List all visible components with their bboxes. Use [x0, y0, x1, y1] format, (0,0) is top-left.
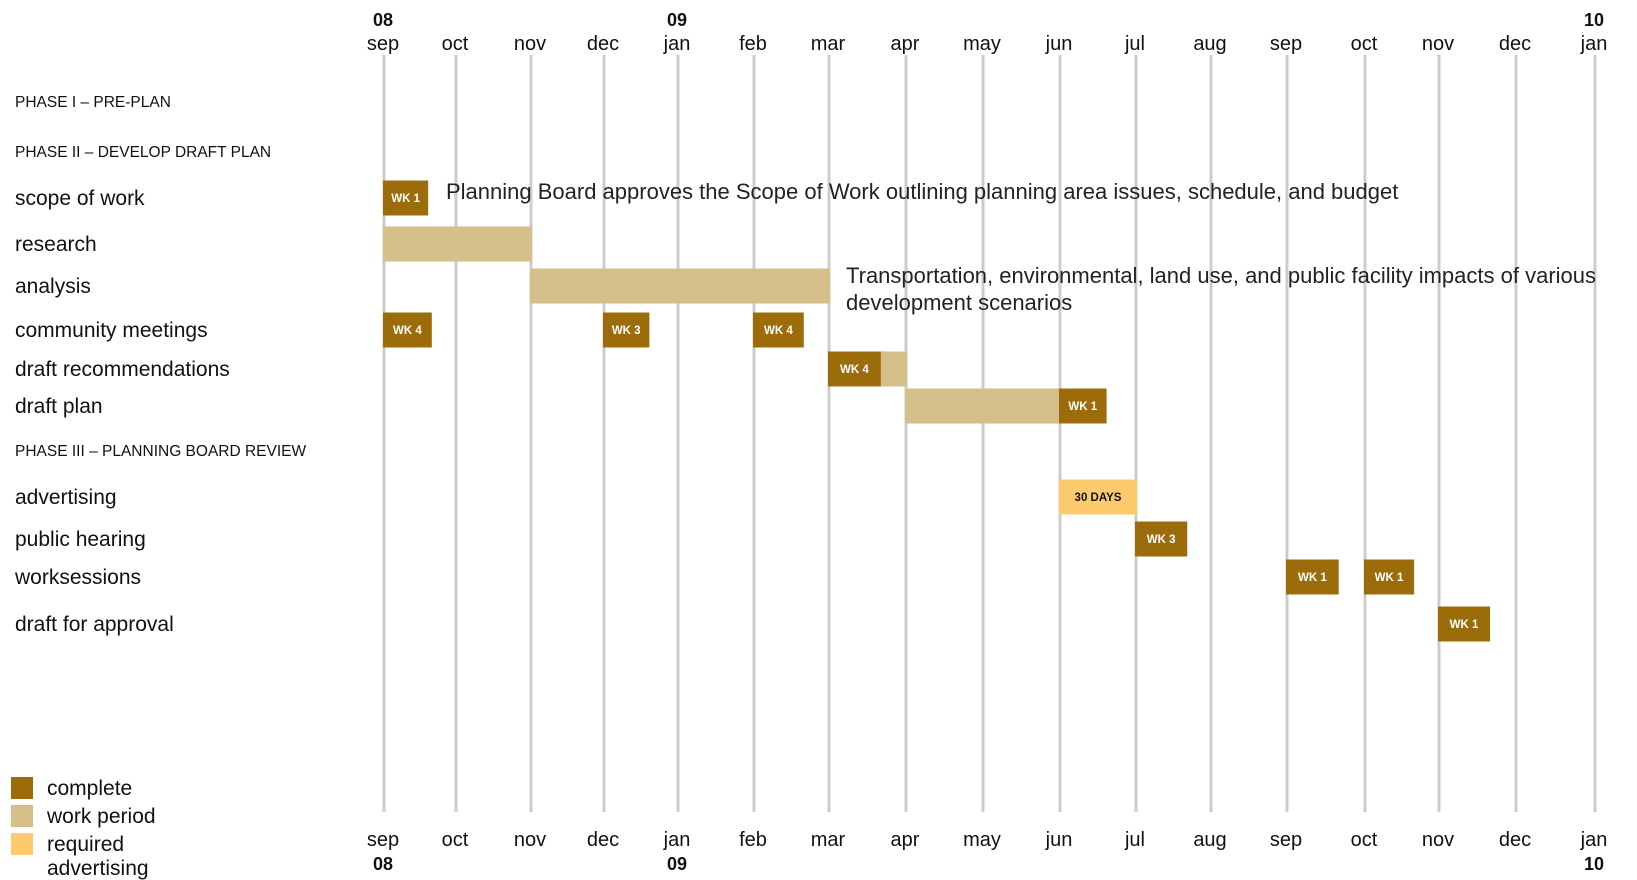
bar-label: WK 1	[1068, 401, 1097, 413]
month-tick-label: aug	[1193, 33, 1226, 55]
month-tick-label: sep	[1270, 829, 1302, 851]
complete-bar	[603, 312, 650, 348]
month-tick-label: jan	[663, 829, 691, 851]
year-label: 09	[667, 10, 687, 30]
annotation-text: development scenarios	[846, 290, 1072, 315]
month-tick-label: feb	[739, 33, 767, 55]
task-label: draft plan	[15, 395, 103, 418]
month-tick-label: jul	[1124, 33, 1145, 55]
complete-bar	[383, 180, 429, 216]
month-tick-label: feb	[739, 829, 767, 851]
month-tick-label: apr	[891, 33, 920, 55]
phase-label: PHASE II – DEVELOP DRAFT PLAN	[15, 144, 271, 161]
legend-swatch	[11, 833, 33, 855]
month-tick-label: nov	[1422, 33, 1454, 55]
month-tick-label: sep	[367, 829, 399, 851]
phase-label: PHASE III – PLANNING BOARD REVIEW	[15, 443, 306, 460]
complete-bar	[1059, 388, 1107, 424]
bar-label: WK 1	[1298, 572, 1327, 584]
month-tick-label: mar	[811, 33, 846, 55]
task-label: analysis	[15, 275, 91, 298]
month-tick-label: may	[963, 829, 1001, 851]
month-tick-label: mar	[811, 829, 846, 851]
task-label: draft recommendations	[15, 358, 230, 381]
year-label: 10	[1584, 10, 1604, 30]
required-advertising-bar	[1059, 479, 1137, 515]
month-tick-label: aug	[1193, 829, 1226, 851]
bar-label: WK 3	[612, 325, 641, 337]
month-gridlines	[382, 55, 1597, 812]
annotation-text: Transportation, environmental, land use,…	[846, 263, 1596, 288]
task-label: public hearing	[15, 528, 146, 551]
legend-label: advertising	[47, 857, 149, 880]
legend-label: required	[47, 833, 124, 856]
month-tick-label: jul	[1124, 829, 1145, 851]
year-label: 08	[373, 854, 393, 874]
complete-bar	[1438, 606, 1491, 642]
legend-label: complete	[47, 777, 132, 800]
bar-annotations: Planning Board approves the Scope of Wor…	[446, 179, 1596, 315]
top-month-axis: sep oct nov dec jan feb mar apr may jun jul aug sep o…	[367, 10, 1607, 55]
task-label: scope of work	[15, 187, 145, 210]
annotation-text: Planning Board approves the Scope of Wor…	[446, 179, 1398, 204]
complete-bar	[383, 312, 432, 348]
month-tick-label: dec	[587, 829, 619, 851]
month-tick-label: sep	[1270, 33, 1302, 55]
month-tick-label: jun	[1045, 829, 1073, 851]
month-tick-label: oct	[1351, 829, 1378, 851]
bar-label: WK 4	[393, 325, 422, 337]
month-tick-label: oct	[442, 33, 469, 55]
legend-swatch	[11, 805, 33, 827]
task-label: advertising	[15, 486, 117, 509]
bar-label: WK 4	[840, 364, 869, 376]
bar-label: WK 1	[391, 193, 420, 205]
complete-bar	[1135, 521, 1188, 557]
complete-bar	[753, 312, 804, 348]
legend-label: work period	[46, 805, 156, 828]
work-period-bar	[905, 388, 1061, 424]
month-tick-label: nov	[514, 829, 546, 851]
year-label: 09	[667, 854, 687, 874]
year-label: 08	[373, 10, 393, 30]
work-period-bar	[530, 268, 830, 304]
month-tick-label: dec	[1499, 33, 1531, 55]
month-tick-label: jun	[1045, 33, 1073, 55]
bar-label: WK 4	[764, 325, 793, 337]
task-label: worksessions	[14, 566, 141, 589]
month-tick-label: may	[963, 33, 1001, 55]
bar-label: 30 DAYS	[1075, 492, 1122, 504]
schedule-bars: WK 1 WK 4 WK 3 WK 4 WK 4 WK 1 30 DAYS WK 3 WK 1 W…	[383, 180, 1491, 642]
complete-bar	[1286, 559, 1339, 595]
phase-label: PHASE I – PRE-PLAN	[15, 94, 171, 111]
month-tick-label: nov	[514, 33, 546, 55]
month-tick-label: oct	[442, 829, 469, 851]
month-tick-label: nov	[1422, 829, 1454, 851]
complete-bar	[828, 351, 881, 387]
month-tick-label: apr	[891, 829, 920, 851]
complete-bar	[1364, 559, 1415, 595]
month-tick-label: jan	[1580, 33, 1608, 55]
task-labels: PHASE I – PRE-PLAN PHASE II – DEVELOP DRA…	[14, 94, 306, 636]
work-period-bar	[383, 226, 532, 262]
month-tick-label: jan	[1580, 829, 1608, 851]
bar-label: WK 1	[1375, 572, 1404, 584]
month-tick-label: dec	[1499, 829, 1531, 851]
task-label: research	[15, 233, 97, 256]
month-tick-label: sep	[367, 33, 399, 55]
task-label: community meetings	[15, 319, 208, 342]
task-label: draft for approval	[15, 613, 174, 636]
bar-label: WK 3	[1147, 534, 1176, 546]
month-tick-label: dec	[587, 33, 619, 55]
bottom-month-axis: sep oct nov dec jan feb mar apr may jun jul aug sep o…	[367, 829, 1607, 874]
month-tick-label: jan	[663, 33, 691, 55]
bar-label: WK 1	[1450, 619, 1479, 631]
year-label: 10	[1584, 854, 1604, 874]
legend-swatch	[11, 777, 33, 799]
month-tick-label: oct	[1351, 33, 1378, 55]
